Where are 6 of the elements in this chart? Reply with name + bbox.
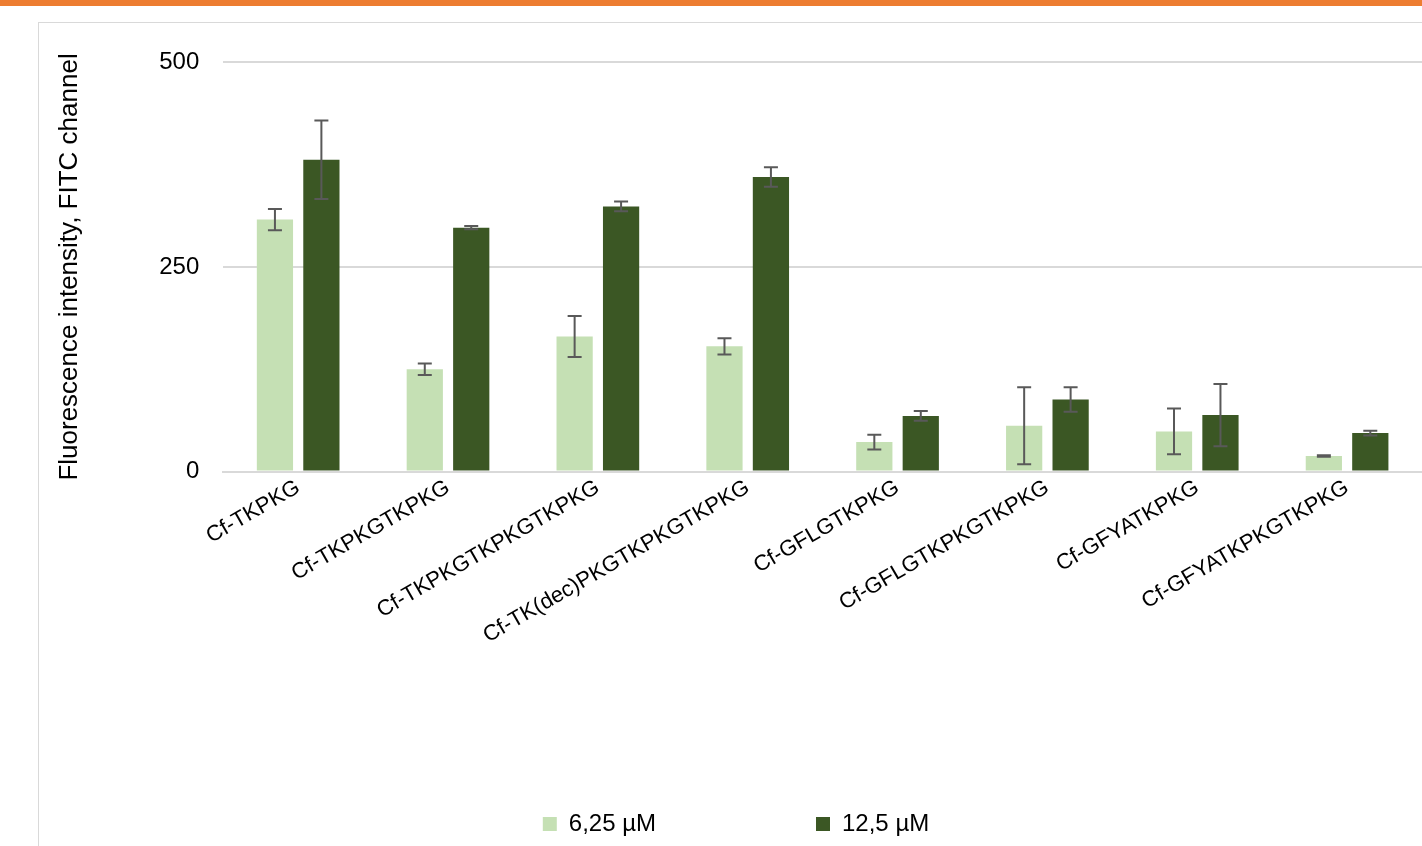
y-tick-label: 500 xyxy=(159,47,200,75)
legend-label: 12,5 µM xyxy=(842,808,930,836)
legend-label: 6,25 µM xyxy=(568,808,656,836)
y-axis-title: Fluorescence intensity, FITC channel xyxy=(52,53,83,481)
y-tick-label: 250 xyxy=(159,251,200,279)
y-tick-label: 0 xyxy=(185,456,200,484)
